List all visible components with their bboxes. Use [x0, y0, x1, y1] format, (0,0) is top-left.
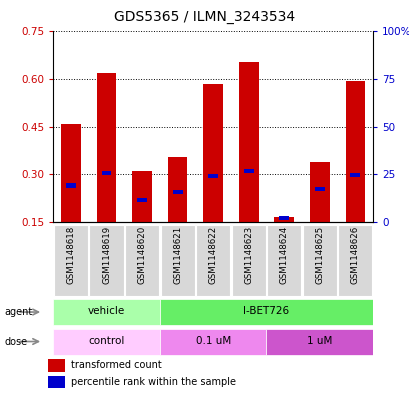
Text: GSM1148625: GSM1148625	[315, 226, 324, 285]
Bar	[267, 225, 301, 296]
Bar	[54, 225, 88, 296]
Text: GSM1148620: GSM1148620	[137, 226, 146, 285]
Text: percentile rank within the sample: percentile rank within the sample	[71, 377, 236, 387]
Bar	[302, 225, 336, 296]
Bar	[279, 216, 288, 220]
Text: 1 uM: 1 uM	[306, 336, 332, 346]
Bar	[314, 187, 324, 191]
Text: agent: agent	[4, 307, 32, 317]
Bar	[168, 157, 187, 222]
Bar	[53, 329, 160, 354]
Text: dose: dose	[4, 336, 27, 347]
Bar	[48, 376, 65, 388]
Bar	[101, 171, 111, 175]
Text: GSM1148623: GSM1148623	[244, 226, 253, 285]
Bar	[160, 329, 266, 354]
Bar	[208, 174, 218, 178]
Bar	[137, 198, 147, 202]
Bar	[243, 169, 253, 173]
Text: transformed count: transformed count	[71, 360, 162, 371]
Text: GSM1148618: GSM1148618	[66, 226, 75, 285]
Bar	[97, 73, 116, 222]
Bar	[125, 225, 159, 296]
Bar	[309, 162, 329, 222]
Bar	[337, 225, 371, 296]
Bar	[172, 190, 182, 194]
Bar	[61, 123, 81, 222]
Bar	[266, 329, 372, 354]
Bar	[345, 81, 364, 222]
Text: GSM1148626: GSM1148626	[350, 226, 359, 285]
Text: GSM1148621: GSM1148621	[173, 226, 182, 285]
Text: GSM1148619: GSM1148619	[102, 226, 111, 284]
Bar	[66, 184, 76, 187]
Bar	[53, 299, 160, 325]
Bar	[231, 225, 265, 296]
Bar	[132, 171, 151, 222]
Text: GSM1148622: GSM1148622	[208, 226, 217, 285]
Text: control: control	[88, 336, 124, 346]
Bar	[238, 62, 258, 222]
Bar	[350, 173, 360, 177]
Text: 0.1 uM: 0.1 uM	[195, 336, 230, 346]
Text: GSM1148624: GSM1148624	[279, 226, 288, 285]
Text: GDS5365 / ILMN_3243534: GDS5365 / ILMN_3243534	[114, 10, 295, 24]
Bar	[48, 359, 65, 372]
Bar	[89, 225, 124, 296]
Bar	[203, 84, 222, 222]
Bar	[274, 217, 293, 222]
Text: I-BET726: I-BET726	[243, 307, 289, 316]
Bar	[160, 225, 194, 296]
Bar	[196, 225, 230, 296]
Bar	[160, 299, 372, 325]
Text: vehicle: vehicle	[88, 307, 125, 316]
